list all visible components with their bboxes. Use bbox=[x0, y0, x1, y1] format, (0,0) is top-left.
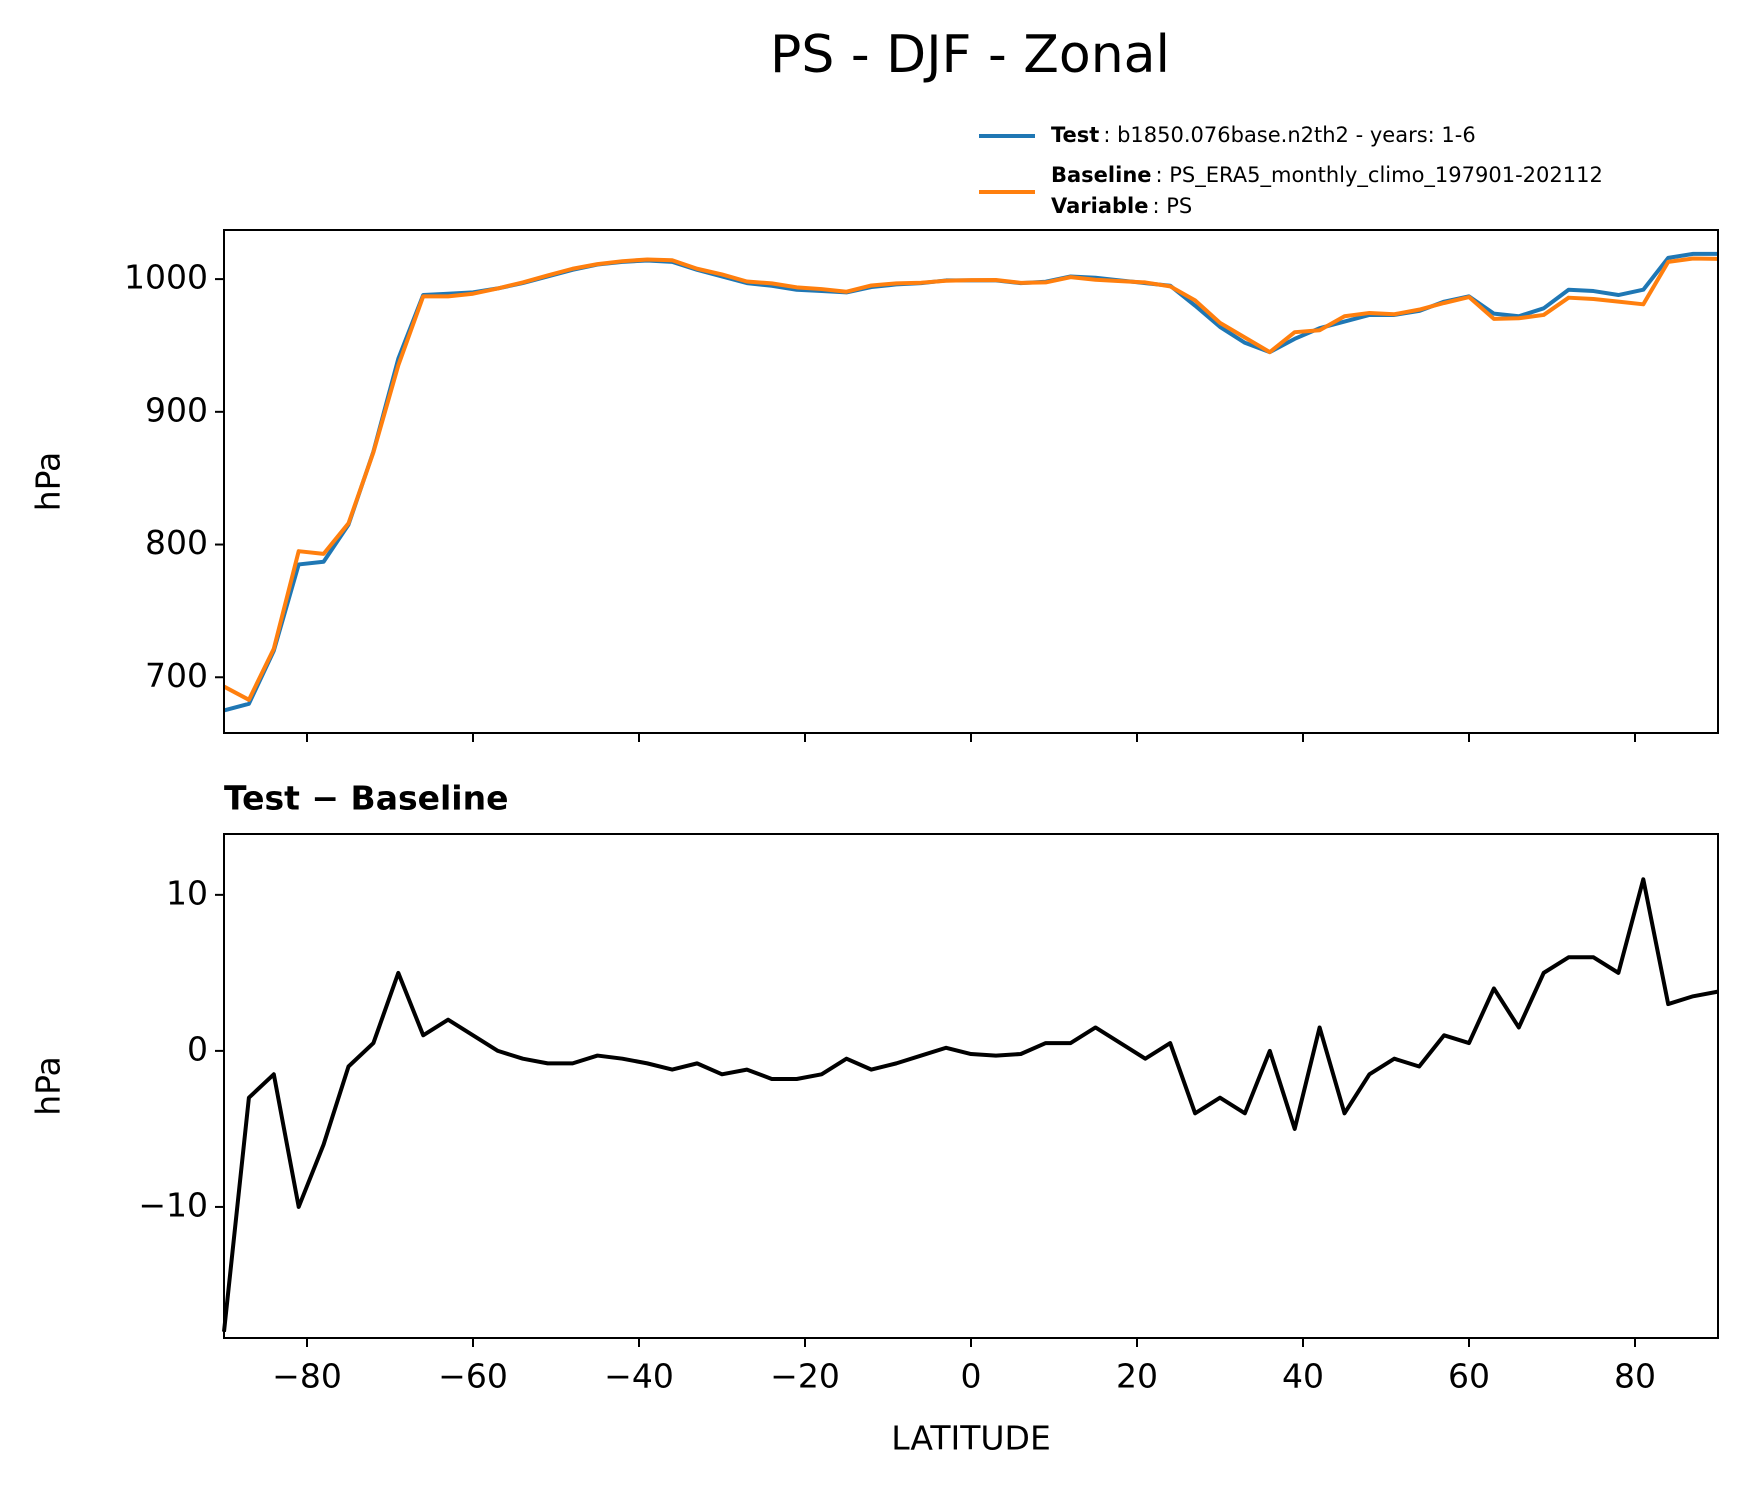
y-axis-label: hPa bbox=[29, 452, 68, 512]
legend-name: Test bbox=[1051, 123, 1099, 147]
legend-name: Variable bbox=[1051, 194, 1148, 218]
x-tick-label: −40 bbox=[604, 1357, 674, 1396]
subplot-title: Test − Baseline bbox=[224, 779, 509, 818]
data-line bbox=[223, 256, 1719, 702]
legend-label: Variable: PS bbox=[1051, 194, 1192, 218]
y-tick-label: 800 bbox=[145, 523, 208, 562]
legend-description: : PS_ERA5_monthly_climo_197901-202112 bbox=[1156, 163, 1603, 188]
figure-title: PS - DJF - Zonal bbox=[770, 25, 1170, 85]
axes-frame bbox=[223, 833, 1719, 1339]
y-tick-label: −10 bbox=[138, 1185, 208, 1224]
data-line bbox=[223, 251, 1718, 713]
x-axis-label: LATITUDE bbox=[891, 1419, 1051, 1458]
y-tick-label: 700 bbox=[145, 656, 208, 695]
y-tick-label: 1000 bbox=[124, 258, 208, 297]
axes-frame bbox=[223, 229, 1719, 734]
y-axis-label: hPa bbox=[29, 1056, 68, 1116]
legend-description: : b1850.076base.n2th2 - years: 1-6 bbox=[1103, 123, 1475, 147]
x-tick-label: 20 bbox=[1116, 1357, 1158, 1396]
x-tick-label: −80 bbox=[272, 1357, 342, 1396]
data-line bbox=[222, 877, 1719, 1332]
legend-description: : PS bbox=[1152, 194, 1192, 218]
x-tick-label: −60 bbox=[438, 1357, 508, 1396]
x-tick-label: 40 bbox=[1282, 1357, 1324, 1396]
y-tick-label: 0 bbox=[187, 1029, 208, 1068]
y-tick-label: 10 bbox=[166, 873, 208, 912]
legend-label: Test: b1850.076base.n2th2 - years: 1-6 bbox=[1051, 123, 1476, 147]
x-tick-label: 60 bbox=[1448, 1357, 1490, 1396]
x-tick-label: −20 bbox=[770, 1357, 840, 1396]
x-tick-label: 80 bbox=[1614, 1357, 1656, 1396]
legend-name: Baseline bbox=[1051, 163, 1152, 187]
x-tick-label: 0 bbox=[961, 1357, 982, 1396]
y-tick-label: 900 bbox=[145, 390, 208, 429]
legend-label: Baseline: PS_ERA5_monthly_climo_197901-2… bbox=[1051, 163, 1603, 188]
